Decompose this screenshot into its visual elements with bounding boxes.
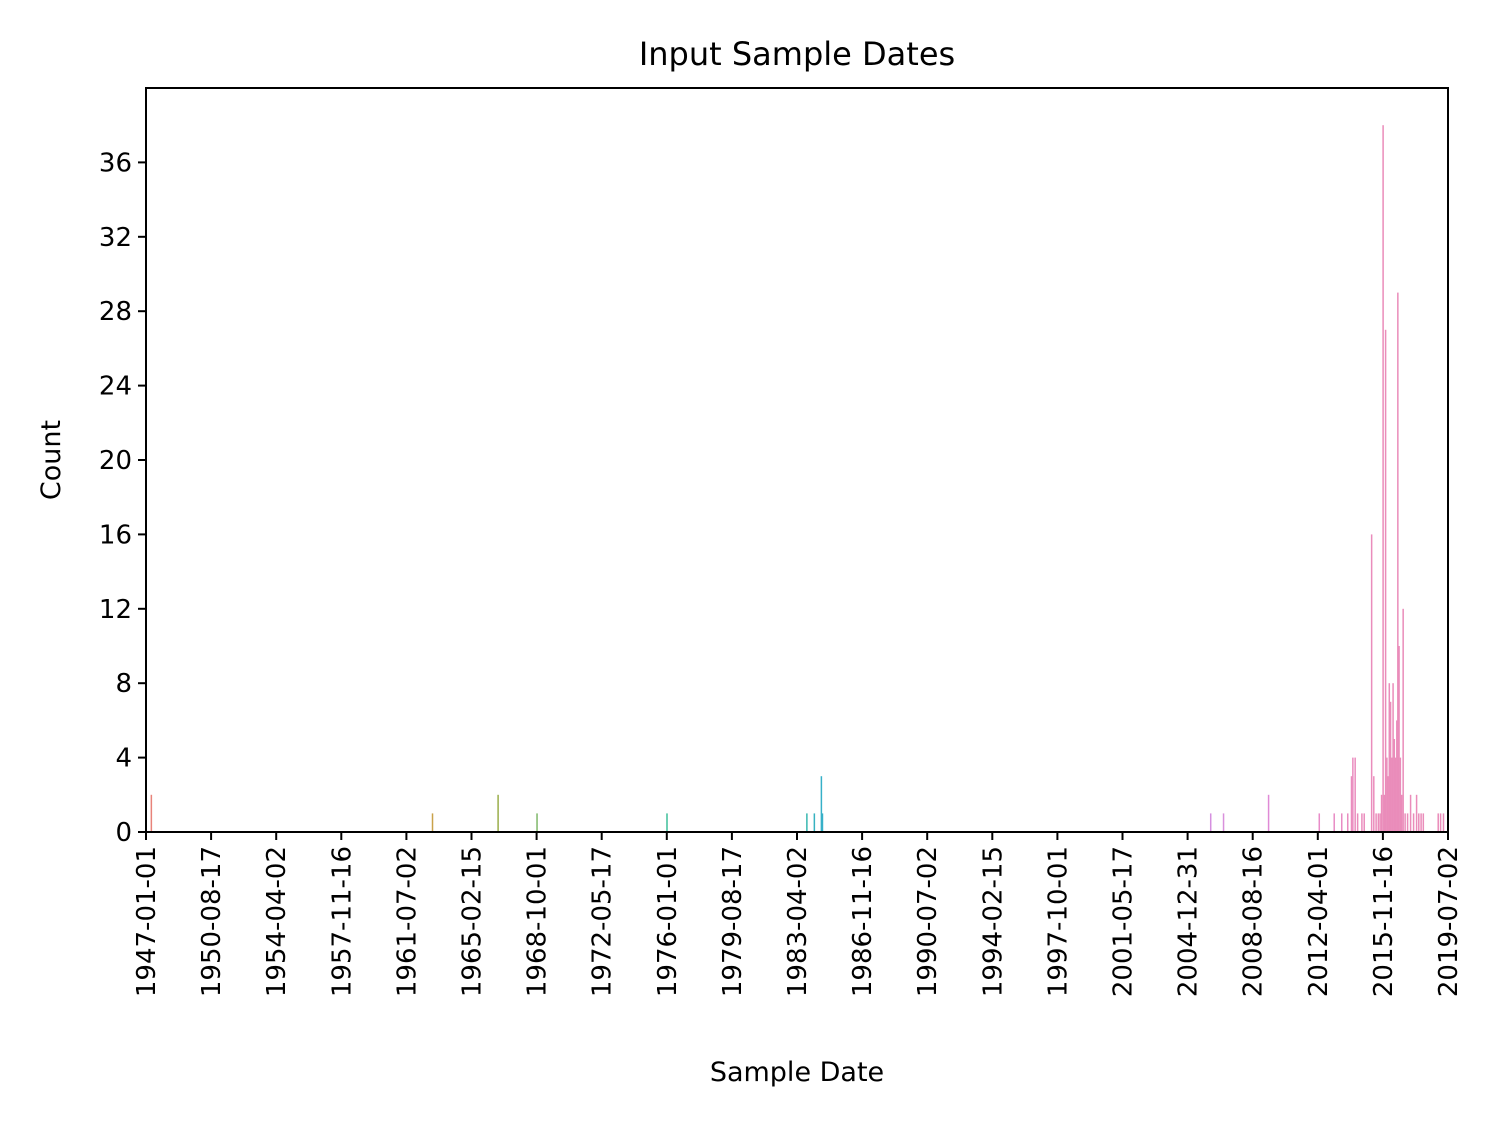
x-tick-label: 1965-02-15: [458, 846, 488, 997]
bar-2016-09-15: [1397, 292, 1399, 833]
x-tick-label: 2012-04-01: [1304, 846, 1334, 997]
bar-2016-03-25: [1388, 683, 1391, 832]
bar-2016-08-01: [1394, 757, 1397, 832]
x-tick-label: 1954-04-02: [262, 846, 292, 997]
bar-2016-12-01: [1400, 794, 1403, 832]
x-tick-label: 1986-11-16: [848, 846, 878, 997]
y-tick-label: 0: [115, 818, 132, 848]
bar-2007-01-01: [1222, 813, 1225, 832]
bar-2017-02-10: [1404, 813, 1406, 832]
bar-2017-04-01: [1406, 813, 1409, 832]
bar-2017-11-15: [1418, 813, 1420, 832]
bar-2013-12-01: [1346, 813, 1349, 832]
bar-2017-08-01: [1412, 813, 1415, 832]
x-tick-label: 2019-07-02: [1434, 846, 1464, 997]
x-tick-label: 1950-08-17: [197, 846, 227, 997]
x-tick-label: 2001-05-17: [1109, 846, 1139, 997]
bar-2009-07-05: [1267, 794, 1270, 832]
bar-1984-03-20: [813, 813, 816, 832]
y-tick-label: 36: [99, 148, 132, 178]
y-tick-label: 24: [99, 372, 132, 402]
x-tick-label: 1983-04-02: [783, 846, 813, 997]
bar-2018-02-15: [1422, 813, 1425, 832]
bar-2014-09-15: [1361, 813, 1363, 832]
bar-2013-08-01: [1341, 813, 1343, 832]
bar-2016-07-05: [1393, 739, 1396, 832]
x-tick-label: 1947-01-01: [132, 846, 162, 997]
plot-frame: [145, 87, 1449, 833]
bar-2015-10-20: [1380, 794, 1383, 832]
x-axis-label: Sample Date: [710, 1057, 884, 1088]
bar-2015-09-20: [1379, 813, 1381, 832]
bar-2016-04-20: [1389, 701, 1392, 832]
bars-group: [150, 125, 1445, 833]
bar-2006-04-15: [1209, 813, 1212, 832]
x-tick-label: 1957-11-16: [327, 846, 357, 997]
bar-1983-10-20: [806, 813, 808, 832]
chart-title: Input Sample Dates: [639, 35, 955, 73]
y-axis-label: Count: [36, 420, 67, 500]
bar-1976-01-05: [666, 813, 668, 832]
y-tick-label: 4: [115, 744, 132, 774]
bar-1984-08-10: [820, 776, 823, 832]
bar-1947-04-20: [150, 794, 153, 832]
bar-2016-11-05: [1399, 757, 1402, 832]
bar-1984-09-01: [821, 813, 824, 832]
x-tick-label: 1979-08-17: [718, 846, 748, 997]
bar-2014-02-15: [1350, 776, 1353, 832]
x-tick-label: 1976-01-01: [653, 846, 683, 997]
bar-2015-08-15: [1377, 813, 1380, 832]
bar-2016-01-10: [1384, 329, 1387, 832]
bar-2014-06-20: [1356, 813, 1359, 832]
x-tick-label: 1961-07-02: [392, 846, 422, 997]
x-tick-label: 2004-12-31: [1174, 846, 1204, 997]
bar-2017-01-01: [1402, 608, 1404, 832]
bar-1962-12-15: [431, 813, 434, 832]
bar-2014-05-01: [1354, 757, 1356, 832]
bar-2016-08-25: [1396, 720, 1398, 832]
bar-2017-06-01: [1409, 794, 1412, 832]
x-tick-label: 1972-05-17: [588, 846, 618, 997]
y-tick-label: 20: [99, 446, 132, 476]
bar-2019-02-01: [1439, 813, 1442, 832]
x-axis: 1947-01-01 1950-08-17 1954-04-02 1957-11-16…: [132, 832, 1464, 997]
y-tick-label: 8: [115, 669, 132, 699]
bar-2016-06-10: [1392, 683, 1394, 832]
bar-2017-10-01: [1415, 794, 1418, 832]
bar-2016-05-15: [1391, 757, 1393, 832]
bar-2015-04-01: [1370, 534, 1373, 832]
y-tick-label: 12: [99, 595, 132, 625]
bar-2015-11-20: [1382, 125, 1384, 832]
bar-1968-10-10: [536, 813, 538, 832]
bar-2018-12-15: [1437, 813, 1439, 832]
bar-2013-03-01: [1333, 813, 1335, 832]
bar-1966-08-10: [497, 794, 499, 832]
bar-2015-05-15: [1373, 776, 1375, 832]
x-tick-label: 2008-08-16: [1239, 846, 1269, 997]
bar-2015-07-01: [1375, 813, 1377, 832]
bar-2019-04-01: [1442, 813, 1445, 832]
x-tick-label: 2015-11-16: [1369, 846, 1399, 997]
bar-2016-02-05: [1386, 757, 1388, 832]
x-tick-label: 1968-10-01: [523, 846, 553, 997]
bar-2015-12-15: [1383, 794, 1386, 832]
bar-2016-03-01: [1387, 776, 1389, 832]
x-tick-label: 1997-10-01: [1043, 846, 1073, 997]
y-tick-label: 32: [99, 223, 132, 253]
bar-2012-05-01: [1318, 813, 1321, 832]
bar-2018-01-01: [1420, 813, 1422, 832]
bar-2014-11-01: [1363, 813, 1365, 832]
bar-2014-03-15: [1352, 757, 1354, 832]
x-tick-label: 1990-07-02: [913, 846, 943, 997]
x-tick-label: 1994-02-15: [978, 846, 1008, 997]
y-tick-label: 28: [99, 297, 132, 327]
bar-2016-10-10: [1398, 646, 1400, 832]
y-axis: 0 4 8 12 16 20 24 28 32 36: [99, 148, 146, 848]
y-tick-label: 16: [99, 520, 132, 550]
